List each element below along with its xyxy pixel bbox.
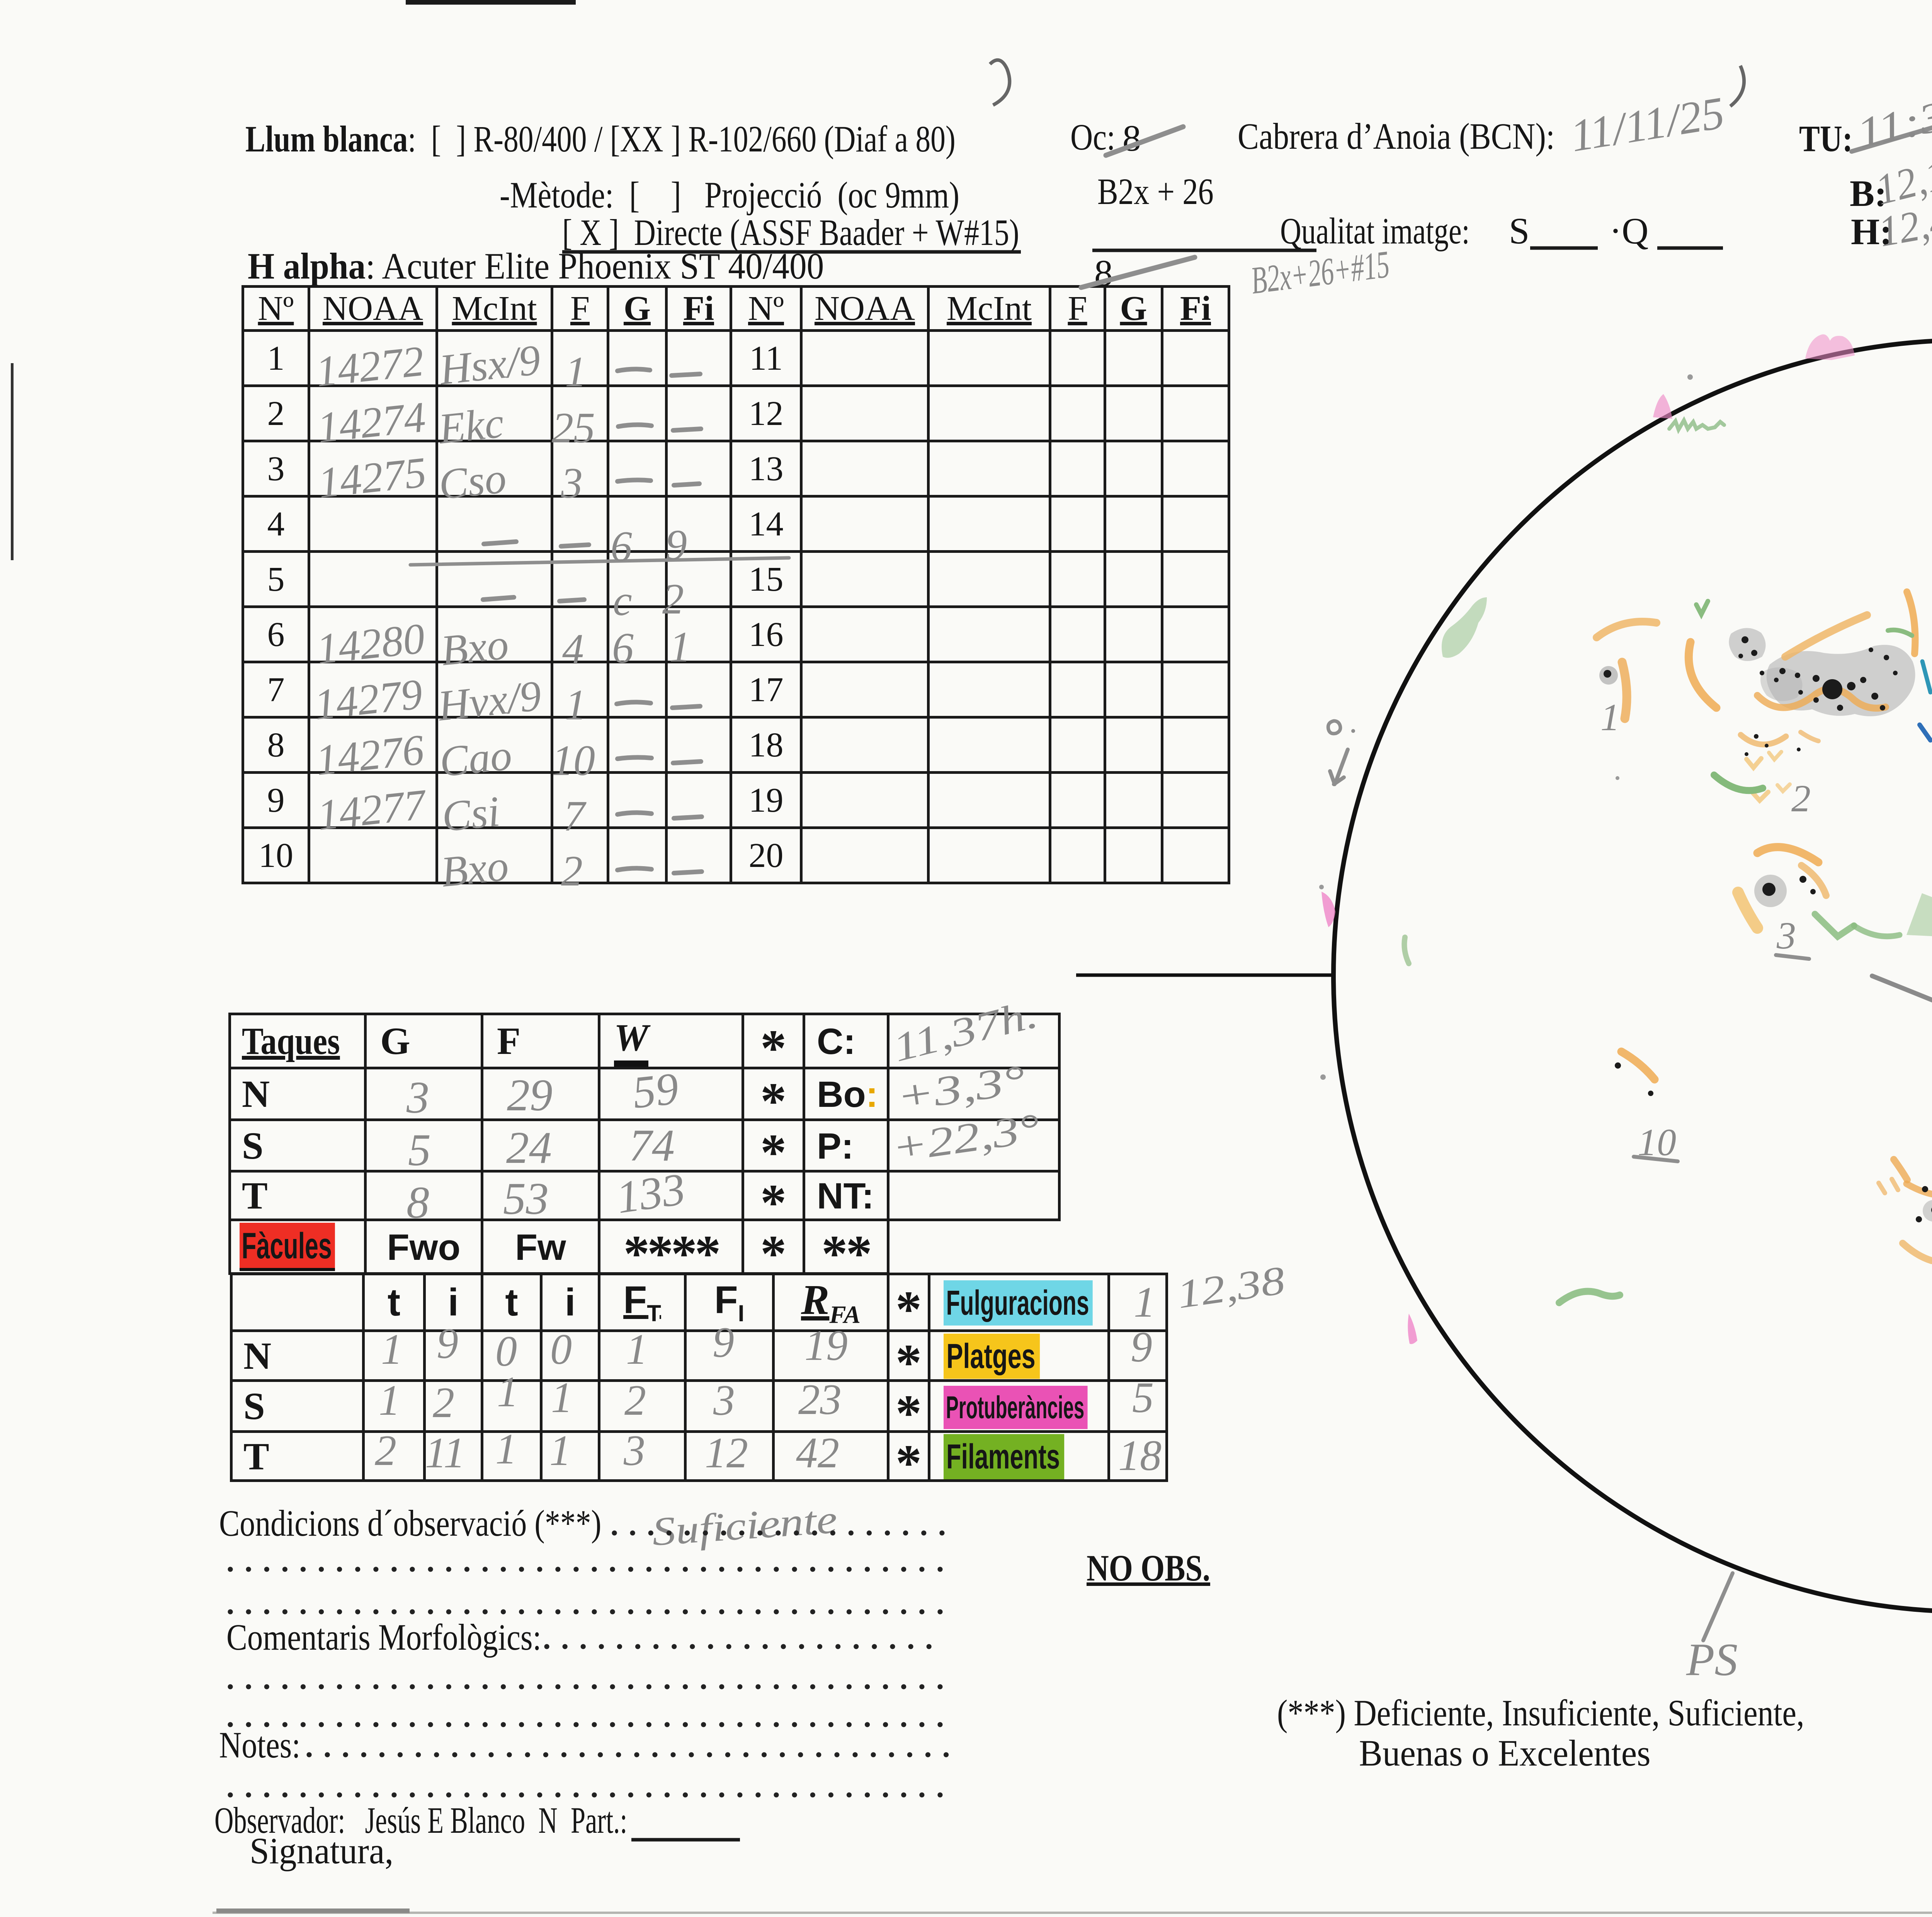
svg-text:2: 2 bbox=[1791, 777, 1811, 820]
svg-text:29: 29 bbox=[507, 1070, 553, 1120]
svg-text:7: 7 bbox=[563, 792, 587, 840]
svg-text:Bxo: Bxo bbox=[439, 841, 511, 896]
svg-text:25: 25 bbox=[552, 404, 595, 452]
svg-text:Hsx/9: Hsx/9 bbox=[437, 336, 543, 394]
svg-text:1: 1 bbox=[381, 1326, 403, 1373]
svg-text:8: 8 bbox=[406, 1177, 429, 1228]
svg-text:1: 1 bbox=[551, 1374, 573, 1422]
svg-text:4: 4 bbox=[562, 625, 584, 673]
svg-text:9: 9 bbox=[437, 1320, 458, 1368]
svg-text:53: 53 bbox=[503, 1173, 549, 1224]
svg-text:0: 0 bbox=[495, 1327, 517, 1375]
svg-text:5: 5 bbox=[1132, 1374, 1154, 1422]
svg-text:0: 0 bbox=[550, 1326, 572, 1373]
svg-text:1: 1 bbox=[379, 1377, 400, 1424]
svg-text:2: 2 bbox=[433, 1379, 454, 1427]
svg-text:3: 3 bbox=[406, 1072, 429, 1123]
svg-text:6: 6 bbox=[611, 523, 632, 571]
svg-text:9: 9 bbox=[713, 1319, 734, 1366]
svg-text:1: 1 bbox=[1600, 696, 1620, 739]
svg-text:1: 1 bbox=[495, 1425, 517, 1473]
svg-text:1: 1 bbox=[626, 1326, 648, 1373]
svg-text:1: 1 bbox=[565, 348, 587, 396]
svg-text:1: 1 bbox=[1134, 1278, 1155, 1326]
svg-text:14274: 14274 bbox=[315, 393, 428, 452]
svg-text:14280: 14280 bbox=[315, 614, 427, 673]
svg-text:11/11/25: 11/11/25 bbox=[1567, 87, 1728, 161]
svg-text:11: 11 bbox=[425, 1429, 465, 1477]
svg-text:14279: 14279 bbox=[312, 670, 425, 729]
svg-text:14272: 14272 bbox=[314, 337, 426, 396]
svg-text:2: 2 bbox=[624, 1377, 646, 1424]
svg-text:59: 59 bbox=[630, 1063, 681, 1118]
svg-text:3: 3 bbox=[623, 1427, 645, 1475]
svg-text:Cao: Cao bbox=[437, 731, 514, 786]
svg-text:PS: PS bbox=[1686, 1634, 1738, 1685]
svg-text:74: 74 bbox=[629, 1120, 675, 1171]
svg-text:12: 12 bbox=[705, 1429, 748, 1477]
svg-text:1: 1 bbox=[549, 1427, 571, 1475]
svg-text:Bxo: Bxo bbox=[439, 620, 511, 675]
svg-text:6: 6 bbox=[612, 624, 634, 672]
svg-text:2: 2 bbox=[561, 847, 583, 895]
svg-text:2: 2 bbox=[375, 1427, 396, 1475]
svg-text:24: 24 bbox=[506, 1122, 552, 1173]
svg-text:Ekc: Ekc bbox=[436, 399, 506, 453]
svg-text:133: 133 bbox=[613, 1163, 688, 1223]
svg-text:Suficiente: Suficiente bbox=[651, 1497, 839, 1554]
svg-text:23: 23 bbox=[798, 1376, 842, 1424]
svg-text:1: 1 bbox=[669, 623, 691, 671]
svg-text:12,38: 12,38 bbox=[1174, 1258, 1287, 1317]
svg-text:3: 3 bbox=[1776, 914, 1796, 957]
svg-text:14277: 14277 bbox=[315, 780, 429, 840]
svg-text:c: c bbox=[613, 577, 632, 625]
svg-text:19: 19 bbox=[804, 1322, 848, 1370]
svg-text:42: 42 bbox=[796, 1429, 839, 1477]
svg-text:3: 3 bbox=[713, 1377, 735, 1424]
svg-text:11:37: 11:37 bbox=[1853, 87, 1932, 157]
svg-text:5: 5 bbox=[408, 1125, 431, 1175]
svg-text:Hvx/9: Hvx/9 bbox=[435, 672, 544, 730]
svg-text:Csi: Csi bbox=[440, 787, 502, 841]
svg-text:2: 2 bbox=[662, 575, 684, 623]
svg-text:3: 3 bbox=[561, 459, 583, 507]
svg-text:10: 10 bbox=[1638, 1121, 1676, 1164]
svg-text:14275: 14275 bbox=[316, 448, 429, 507]
svg-text:1: 1 bbox=[565, 681, 587, 729]
svg-text:9: 9 bbox=[1131, 1323, 1152, 1371]
svg-text:18: 18 bbox=[1118, 1432, 1162, 1480]
svg-text:9: 9 bbox=[665, 521, 687, 569]
svg-text:10: 10 bbox=[552, 737, 595, 785]
svg-text:14276: 14276 bbox=[314, 726, 426, 785]
svg-text:Cso: Cso bbox=[437, 454, 509, 509]
svg-text:1: 1 bbox=[497, 1368, 519, 1416]
